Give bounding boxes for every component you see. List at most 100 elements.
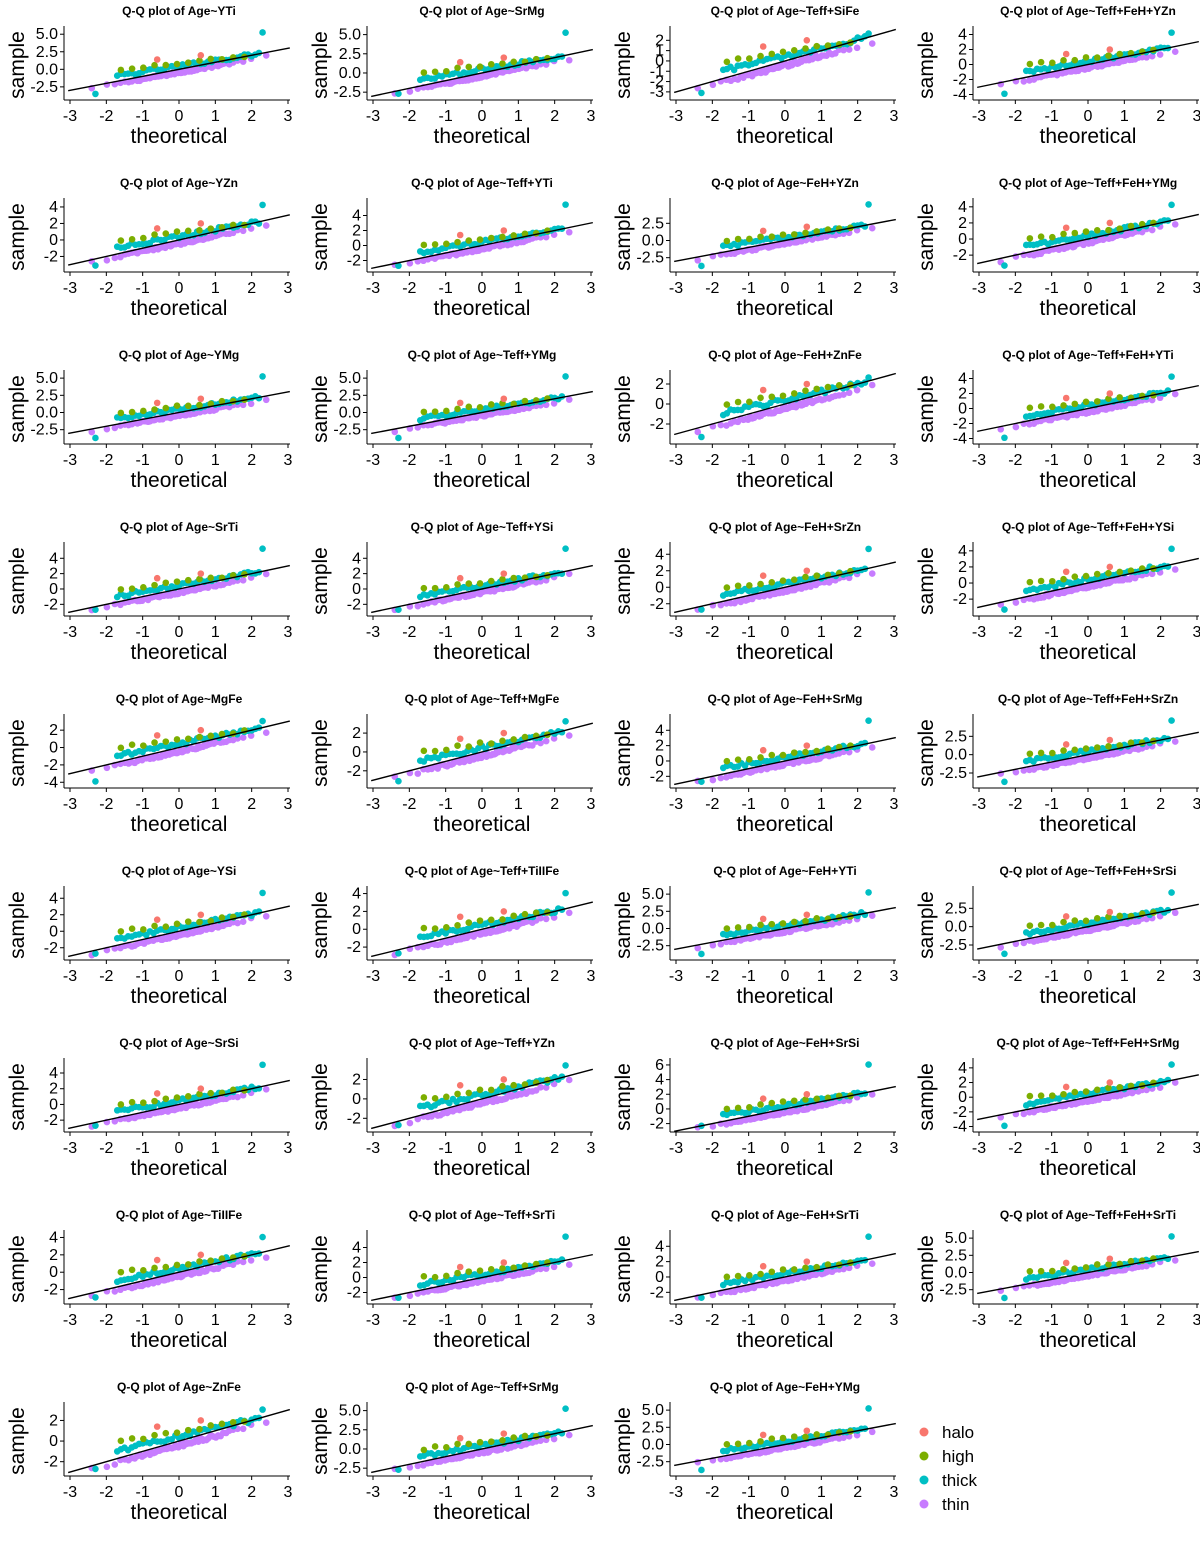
qq-point-high — [768, 51, 775, 58]
y-tick-label: 4 — [352, 886, 361, 903]
qq-point-high — [151, 923, 158, 930]
x-tick-label: 1 — [514, 1140, 523, 1157]
x-tick-label: 0 — [1084, 108, 1093, 125]
qq-point-thick — [92, 1294, 99, 1301]
qq-point-thin — [263, 729, 270, 736]
x-tick-label: 0 — [478, 968, 487, 985]
qq-reference-line — [674, 29, 896, 92]
qq-point-high — [1083, 573, 1090, 580]
y-axis-label: sample — [915, 1063, 938, 1131]
y-axis-label: sample — [915, 375, 938, 443]
qq-point-high — [443, 408, 450, 415]
x-tick-label: -1 — [439, 452, 453, 469]
x-tick-label: 2 — [853, 796, 862, 813]
y-tick-label: 4 — [958, 543, 967, 560]
x-tick-label: -1 — [742, 280, 756, 297]
qq-point-high — [465, 64, 472, 71]
qq-point-high — [443, 747, 450, 754]
qq-point-high — [421, 925, 428, 932]
qq-point-high — [813, 386, 820, 393]
x-tick-label: 3 — [587, 796, 596, 813]
y-tick-label: -2.5 — [939, 765, 967, 782]
qq-point-thin — [566, 910, 573, 917]
x-tick-label: 1 — [211, 108, 220, 125]
x-tick-label: 0 — [175, 452, 184, 469]
qq-point-high — [724, 238, 731, 245]
qq-point-high — [1083, 917, 1090, 924]
y-axis-label: sample — [309, 1235, 332, 1303]
qq-point-halo — [1063, 1084, 1070, 1091]
x-tick-label: -3 — [972, 452, 986, 469]
x-tick-label: -2 — [99, 1140, 113, 1157]
y-tick-label: 2 — [958, 559, 967, 576]
qq-point-high — [118, 410, 125, 417]
qq-point-high — [465, 919, 472, 926]
qq-point-high — [118, 745, 125, 752]
x-tick-label: 0 — [781, 108, 790, 125]
qq-point-high — [1049, 404, 1056, 411]
y-tick-label: 5.0 — [945, 1230, 967, 1247]
qq-point-halo — [1063, 568, 1070, 575]
panel-title: Q-Q plot of Age~Teff+YSi — [411, 520, 554, 534]
qq-point-high — [1049, 578, 1056, 585]
qq-point-high — [140, 64, 147, 71]
qq-point-high — [174, 61, 181, 68]
x-tick-label: 0 — [175, 624, 184, 641]
x-tick-label: 3 — [284, 280, 293, 297]
x-tick-label: -2 — [402, 968, 416, 985]
qq-point-thin — [1013, 599, 1020, 606]
x-tick-label: 1 — [514, 624, 523, 641]
qq-point-high — [802, 230, 809, 237]
qq-point-thin — [1172, 391, 1179, 398]
x-tick-label: -1 — [136, 968, 150, 985]
x-tick-label: 1 — [817, 108, 826, 125]
qq-point-high — [140, 1099, 147, 1106]
x-tick-label: -1 — [742, 624, 756, 641]
x-tick-label: 1 — [817, 1312, 826, 1329]
qq-point-thick — [259, 373, 266, 380]
qq-point-high — [477, 580, 484, 587]
qq-point-halo — [1063, 395, 1070, 402]
x-tick-label: 3 — [284, 1312, 293, 1329]
qq-point-high — [780, 49, 787, 56]
y-axis-label: sample — [915, 891, 938, 959]
qq-point-high — [1094, 398, 1101, 405]
x-axis-label: theoretical — [737, 297, 834, 320]
x-tick-label: 3 — [1193, 1312, 1200, 1329]
x-tick-label: 1 — [1120, 1312, 1129, 1329]
panel-title: Q-Q plot of Age~TiIIFe — [116, 1208, 243, 1222]
qq-point-halo — [457, 1264, 464, 1271]
panel-title: Q-Q plot of Age~FeH+ZnFe — [708, 348, 862, 362]
qq-point-high — [207, 1257, 214, 1264]
x-tick-label: -2 — [705, 968, 719, 985]
y-tick-label: 0 — [49, 740, 58, 757]
y-axis-label: sample — [915, 31, 938, 99]
x-tick-label: 0 — [478, 796, 487, 813]
qq-point-thin — [869, 40, 876, 47]
x-tick-label: 2 — [1156, 280, 1165, 297]
y-axis-label: sample — [612, 31, 635, 99]
x-tick-label: 2 — [1156, 624, 1165, 641]
qq-point-thin — [1021, 1111, 1028, 1118]
qq-point-high — [432, 748, 439, 755]
qq-point-high — [465, 580, 472, 587]
panel-title: Q-Q plot of Age~MgFe — [116, 692, 243, 706]
qq-point-thick — [259, 1234, 266, 1241]
qq-point-high — [129, 741, 136, 748]
y-tick-label: 0 — [352, 744, 361, 761]
qq-point-thick — [1168, 1233, 1175, 1240]
qq-point-high — [454, 1091, 461, 1098]
qq-point-thick — [1001, 1123, 1008, 1130]
y-tick-label: 0.0 — [945, 919, 967, 936]
qq-point-thick — [259, 202, 266, 209]
qq-point-thin — [234, 1094, 241, 1101]
qq-point-thin — [1021, 78, 1028, 85]
qq-point-high — [465, 237, 472, 244]
x-tick-label: 1 — [514, 108, 523, 125]
panel-title: Q-Q plot of Age~Teff+FeH+SrMg — [996, 1036, 1179, 1050]
qq-point-thin — [263, 222, 270, 229]
y-tick-label: 2 — [49, 907, 58, 924]
